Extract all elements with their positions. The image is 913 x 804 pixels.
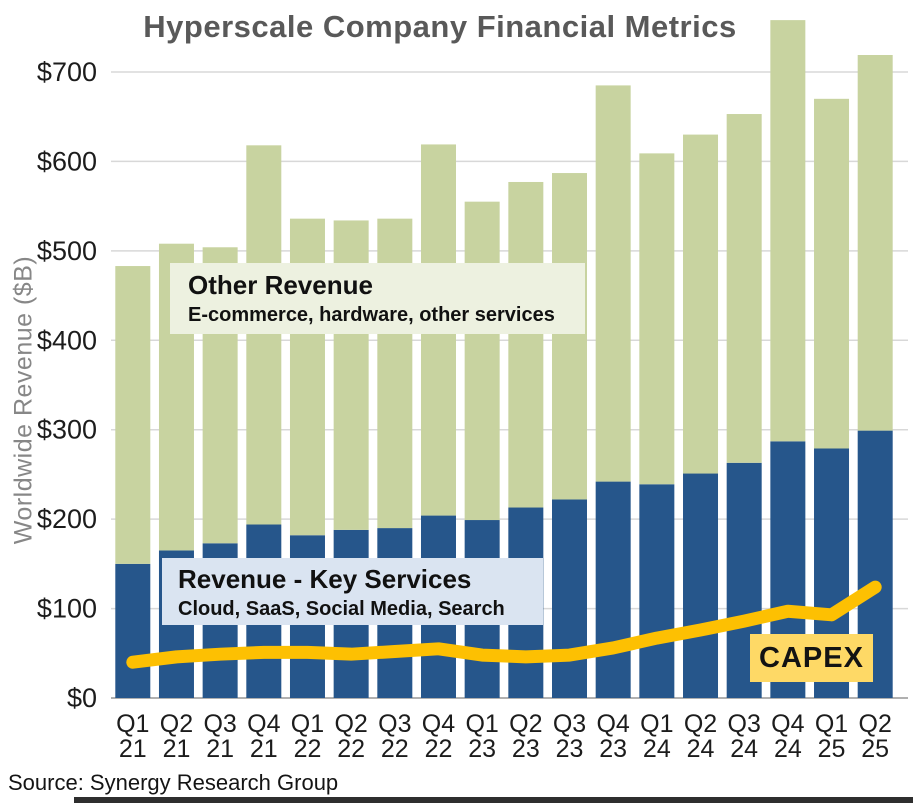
bar-key-services (115, 563, 151, 698)
legend-other-revenue-title: Other Revenue (188, 270, 373, 300)
y-tick-label: $300 (37, 415, 97, 445)
x-tick-label-year: 23 (468, 735, 496, 763)
y-tick-label: $400 (37, 325, 97, 355)
x-tick-label-year: 21 (163, 735, 191, 763)
y-tick-label: $100 (37, 594, 97, 624)
legend-other-revenue-subtitle: E-commerce, hardware, other services (188, 304, 555, 326)
legend-key-services-subtitle: Cloud, SaaS, Social Media, Search (178, 598, 505, 620)
bar-other-revenue (770, 20, 806, 442)
bottom-border (74, 797, 913, 803)
x-tick-label-year: 22 (337, 735, 365, 763)
x-tick-label-quarter: Q1 (640, 710, 673, 738)
x-tick-label-year: 21 (250, 735, 278, 763)
bar-other-revenue (115, 266, 151, 564)
legend-other-revenue: Other Revenue E-commerce, hardware, othe… (170, 263, 585, 334)
x-tick-label-quarter: Q4 (422, 710, 455, 738)
x-tick-label-quarter: Q2 (334, 710, 367, 738)
x-tick-label-quarter: Q3 (203, 710, 236, 738)
x-tick-label-quarter: Q4 (247, 710, 280, 738)
x-tick-label-quarter: Q3 (378, 710, 411, 738)
bar-other-revenue (508, 181, 544, 508)
bar-other-revenue (857, 54, 893, 431)
x-tick-label-year: 24 (774, 735, 802, 763)
y-tick-label: $600 (37, 146, 97, 176)
bar-other-revenue (726, 114, 762, 463)
bar-other-revenue (814, 98, 850, 449)
x-tick-label-quarter: Q1 (291, 710, 324, 738)
bar-other-revenue (552, 173, 587, 500)
y-tick-label: $0 (67, 683, 97, 713)
x-tick-label-year: 24 (643, 735, 671, 763)
bar-other-revenue (683, 134, 719, 474)
bar-other-revenue (246, 145, 282, 525)
x-tick-label-year: 23 (556, 735, 584, 763)
y-tick-label: $700 (37, 57, 97, 87)
x-tick-label-year: 21 (206, 735, 234, 763)
x-tick-label-quarter: Q1 (116, 710, 149, 738)
y-tick-label: $500 (37, 236, 97, 266)
source-text: Source: Synergy Research Group (8, 770, 339, 795)
bar-key-services (595, 481, 631, 698)
bar-key-services (552, 499, 587, 698)
bar-other-revenue (464, 201, 500, 521)
y-tick-label: $200 (37, 504, 97, 534)
x-tick-label-year: 23 (599, 735, 627, 763)
x-tick-label-year: 23 (512, 735, 540, 763)
bar-key-services (683, 473, 719, 698)
x-tick-label-year: 22 (381, 735, 409, 763)
x-tick-label-quarter: Q3 (553, 710, 586, 738)
x-tick-label-year: 24 (730, 735, 758, 763)
x-tick-label-year: 22 (425, 735, 453, 763)
chart-title: Hyperscale Company Financial Metrics (143, 9, 737, 44)
x-tick-label-year: 25 (861, 735, 889, 763)
x-tick-label-quarter: Q2 (859, 710, 892, 738)
legend-key-services: Revenue - Key Services Cloud, SaaS, Soci… (162, 558, 543, 625)
x-tick-label-quarter: Q2 (160, 710, 193, 738)
x-tick-label-quarter: Q4 (596, 710, 629, 738)
bar-key-services (639, 484, 675, 698)
x-tick-label-quarter: Q1 (815, 710, 848, 738)
capex-label: CAPEX (750, 634, 873, 682)
x-tick-label-year: 25 (818, 735, 846, 763)
x-tick-label-quarter: Q2 (509, 710, 542, 738)
bar-other-revenue (639, 153, 675, 485)
x-tick-label-quarter: Q2 (684, 710, 717, 738)
x-tick-label-year: 21 (119, 735, 147, 763)
legend-key-services-title: Revenue - Key Services (178, 564, 472, 594)
x-tick-label-quarter: Q4 (771, 710, 804, 738)
x-tick-label-year: 22 (294, 735, 322, 763)
capex-line (126, 580, 882, 669)
y-axis-title: Worldwide Revenue ($B) (9, 255, 38, 545)
bar-other-revenue (595, 85, 631, 482)
x-tick-label-year: 24 (687, 735, 715, 763)
x-tick-label-quarter: Q3 (728, 710, 761, 738)
x-tick-label-quarter: Q1 (465, 710, 498, 738)
